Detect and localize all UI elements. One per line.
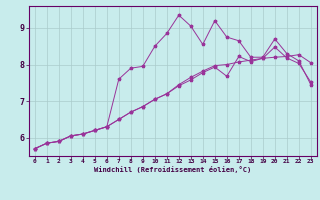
X-axis label: Windchill (Refroidissement éolien,°C): Windchill (Refroidissement éolien,°C) — [94, 166, 252, 173]
